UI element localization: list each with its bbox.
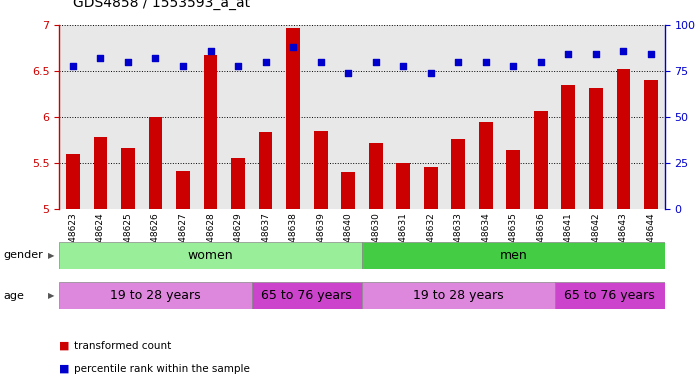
Point: [150, 55, 161, 61]
Point: [370, 59, 381, 65]
Text: 19 to 28 years: 19 to 28 years: [413, 289, 504, 302]
Bar: [93, 137, 107, 209]
Point: [425, 70, 436, 76]
Bar: [362, 282, 555, 309]
Point: [260, 59, 271, 65]
Point: [618, 48, 629, 54]
Point: [535, 59, 546, 65]
Point: [68, 63, 79, 69]
Point: [205, 48, 216, 54]
Text: 65 to 76 years: 65 to 76 years: [564, 289, 655, 302]
Text: transformed count: transformed count: [74, 341, 172, 351]
Text: women: women: [188, 249, 233, 262]
Bar: [231, 158, 245, 209]
Bar: [507, 150, 520, 209]
Bar: [121, 147, 135, 209]
Text: 19 to 28 years: 19 to 28 years: [110, 289, 201, 302]
Bar: [479, 122, 493, 209]
Text: ■: ■: [59, 341, 70, 351]
Bar: [66, 154, 80, 209]
Text: ▶: ▶: [47, 251, 54, 260]
Point: [563, 51, 574, 58]
Text: ■: ■: [59, 364, 70, 374]
Point: [287, 44, 299, 50]
Point: [397, 63, 409, 69]
Bar: [452, 139, 465, 209]
Bar: [555, 282, 665, 309]
Point: [232, 63, 244, 69]
Bar: [176, 170, 190, 209]
Bar: [204, 55, 217, 209]
Point: [590, 51, 601, 58]
Text: gender: gender: [3, 250, 43, 260]
Bar: [286, 28, 300, 209]
Bar: [589, 88, 603, 209]
Text: percentile rank within the sample: percentile rank within the sample: [74, 364, 251, 374]
Bar: [424, 167, 438, 209]
Point: [342, 70, 354, 76]
Bar: [396, 163, 410, 209]
Text: ▶: ▶: [47, 291, 54, 300]
Point: [645, 51, 656, 58]
Bar: [562, 85, 575, 209]
Text: GDS4858 / 1553593_a_at: GDS4858 / 1553593_a_at: [73, 0, 250, 10]
Text: 65 to 76 years: 65 to 76 years: [262, 289, 352, 302]
Bar: [369, 143, 383, 209]
Point: [315, 59, 326, 65]
Point: [177, 63, 189, 69]
Bar: [59, 282, 252, 309]
Bar: [644, 80, 658, 209]
Point: [452, 59, 464, 65]
Text: men: men: [500, 249, 527, 262]
Point: [507, 63, 519, 69]
Bar: [149, 117, 162, 209]
Point: [480, 59, 491, 65]
Bar: [252, 282, 362, 309]
Point: [122, 59, 134, 65]
Bar: [59, 242, 362, 269]
Bar: [534, 111, 548, 209]
Bar: [341, 172, 355, 209]
Text: age: age: [3, 291, 24, 301]
Bar: [362, 242, 665, 269]
Bar: [314, 131, 328, 209]
Point: [95, 55, 106, 61]
Bar: [617, 69, 631, 209]
Bar: [259, 132, 272, 209]
